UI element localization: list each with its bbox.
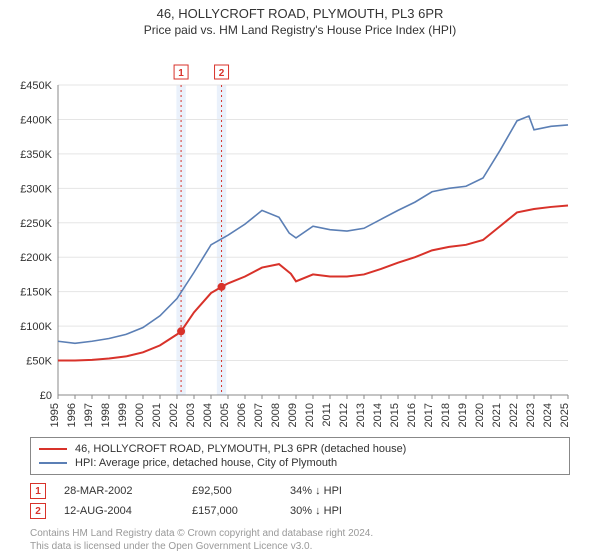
sale-hpi-delta: 34% ↓ HPI — [290, 485, 342, 497]
svg-text:£300K: £300K — [20, 183, 52, 195]
svg-text:2022: 2022 — [508, 403, 520, 427]
svg-text:£100K: £100K — [20, 321, 52, 333]
footer-line: This data is licensed under the Open Gov… — [30, 540, 570, 553]
svg-text:2023: 2023 — [525, 403, 537, 427]
legend-swatch — [39, 448, 67, 450]
svg-text:2010: 2010 — [304, 403, 316, 427]
svg-text:2025: 2025 — [559, 403, 571, 427]
svg-text:2015: 2015 — [389, 403, 401, 427]
sale-row: 1 28-MAR-2002 £92,500 34% ↓ HPI — [30, 481, 570, 501]
svg-text:2018: 2018 — [440, 403, 452, 427]
title-address: 46, HOLLYCROFT ROAD, PLYMOUTH, PL3 6PR — [0, 6, 600, 21]
svg-text:£150K: £150K — [20, 287, 52, 299]
legend-row: 46, HOLLYCROFT ROAD, PLYMOUTH, PL3 6PR (… — [39, 442, 561, 456]
svg-text:£400K: £400K — [20, 114, 52, 126]
title-subtitle: Price paid vs. HM Land Registry's House … — [0, 23, 600, 37]
svg-text:2014: 2014 — [372, 403, 384, 427]
svg-text:2002: 2002 — [168, 403, 180, 427]
svg-text:£250K: £250K — [20, 218, 52, 230]
svg-text:2000: 2000 — [134, 403, 146, 427]
svg-text:2024: 2024 — [542, 403, 554, 427]
svg-text:1997: 1997 — [83, 403, 95, 427]
svg-text:£0: £0 — [40, 390, 52, 402]
price-chart: £0 £50K £100K £150K £200K £250K £300K £350K £400… — [0, 37, 600, 437]
legend-row: HPI: Average price, detached house, City… — [39, 456, 561, 470]
svg-text:2004: 2004 — [202, 403, 214, 427]
sale-index-box: 1 — [30, 483, 46, 499]
svg-text:1999: 1999 — [117, 403, 129, 427]
legend-swatch — [39, 462, 67, 464]
svg-text:2016: 2016 — [406, 403, 418, 427]
footer-line: Contains HM Land Registry data © Crown c… — [30, 527, 570, 540]
svg-text:2: 2 — [219, 68, 225, 79]
svg-text:2017: 2017 — [423, 403, 435, 427]
legend-label: 46, HOLLYCROFT ROAD, PLYMOUTH, PL3 6PR (… — [75, 443, 406, 455]
sale-price: £157,000 — [192, 505, 272, 517]
sale-index-box: 2 — [30, 503, 46, 519]
svg-text:2021: 2021 — [491, 403, 503, 427]
svg-text:2005: 2005 — [219, 403, 231, 427]
svg-text:2008: 2008 — [270, 403, 282, 427]
svg-text:2011: 2011 — [321, 403, 333, 427]
svg-text:£350K: £350K — [20, 149, 52, 161]
svg-text:2013: 2013 — [355, 403, 367, 427]
legend: 46, HOLLYCROFT ROAD, PLYMOUTH, PL3 6PR (… — [30, 437, 570, 475]
svg-text:£200K: £200K — [20, 252, 52, 264]
svg-text:1998: 1998 — [100, 403, 112, 427]
svg-text:2003: 2003 — [185, 403, 197, 427]
sales-table: 1 28-MAR-2002 £92,500 34% ↓ HPI 2 12-AUG-2004… — [30, 481, 570, 521]
sale-row: 2 12-AUG-2004 £157,000 30% ↓ HPI — [30, 501, 570, 521]
sale-hpi-delta: 30% ↓ HPI — [290, 505, 342, 517]
svg-text:2006: 2006 — [236, 403, 248, 427]
sale-price: £92,500 — [192, 485, 272, 497]
svg-text:1: 1 — [178, 68, 184, 79]
legend-label: HPI: Average price, detached house, City… — [75, 457, 337, 469]
footer-attribution: Contains HM Land Registry data © Crown c… — [30, 527, 570, 553]
svg-text:1995: 1995 — [49, 403, 61, 427]
svg-text:2019: 2019 — [457, 403, 469, 427]
svg-text:1996: 1996 — [66, 403, 78, 427]
sale-date: 12-AUG-2004 — [64, 505, 174, 517]
svg-text:2009: 2009 — [287, 403, 299, 427]
svg-text:2012: 2012 — [338, 403, 350, 427]
sale-date: 28-MAR-2002 — [64, 485, 174, 497]
svg-text:2007: 2007 — [253, 403, 265, 427]
svg-text:£450K: £450K — [20, 80, 52, 92]
svg-text:2001: 2001 — [151, 403, 163, 427]
svg-text:£50K: £50K — [26, 356, 52, 368]
svg-text:2020: 2020 — [474, 403, 486, 427]
